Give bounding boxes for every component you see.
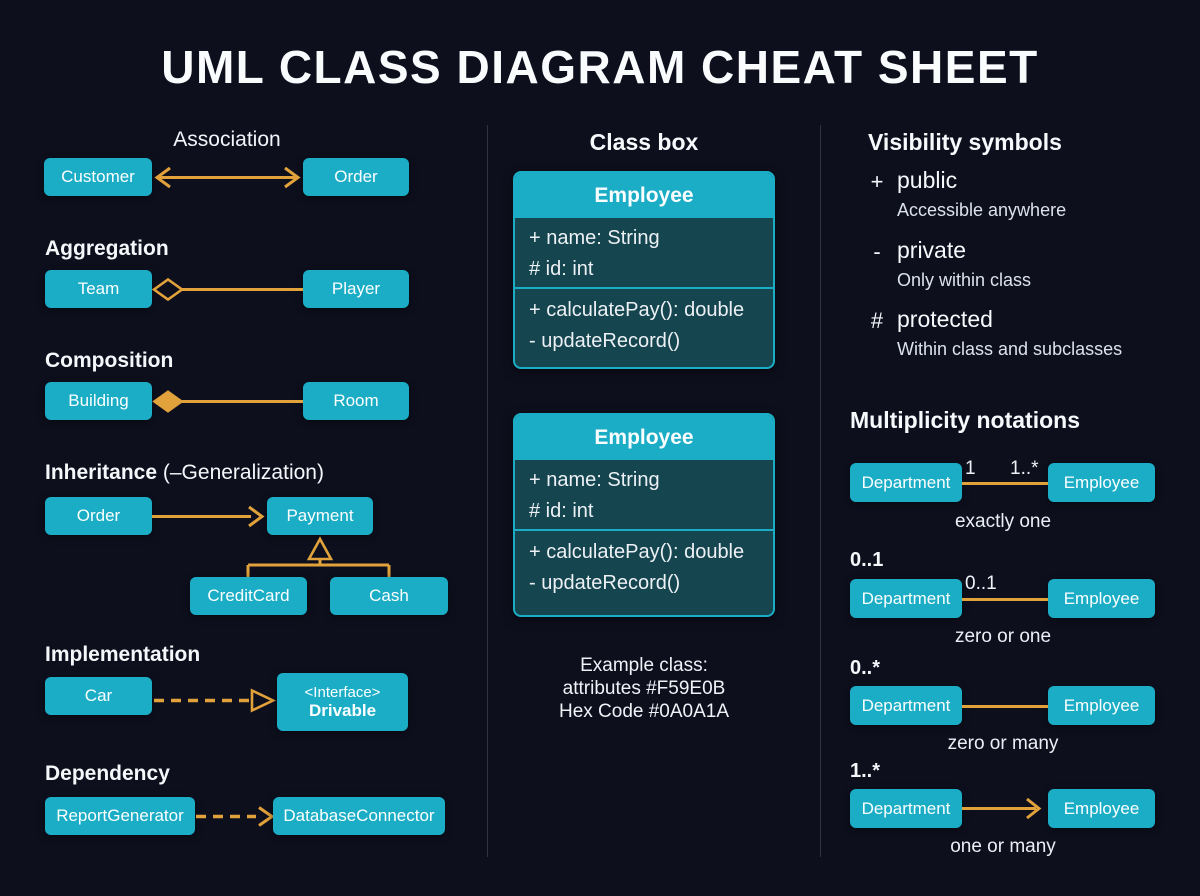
class-node-car: Car xyxy=(45,677,152,715)
multiplicity-caption: zero or one xyxy=(954,626,1052,647)
attribute-line: + name: String xyxy=(529,469,660,491)
multiplicity-node-employee: Employee xyxy=(1048,789,1155,828)
class-node-order-2: Order xyxy=(45,497,152,535)
multiplicity-line-label-near: 1 xyxy=(965,458,976,479)
class-node-cash: Cash xyxy=(330,577,448,615)
class-node-customer: Customer xyxy=(44,158,152,196)
implementation-dashed-arrow xyxy=(154,688,277,713)
class-box-heading: Class box xyxy=(589,129,699,155)
attribute-line: # id: int xyxy=(529,258,594,280)
note-line: attributes #F59E0B xyxy=(562,678,726,699)
composition-heading: Composition xyxy=(45,349,174,372)
page-title: UML CLASS DIAGRAM CHEAT SHEET xyxy=(161,41,1039,93)
arrowhead-icon xyxy=(258,806,275,827)
multiplicity-line-label-far: 1..* xyxy=(1010,458,1039,479)
filled-diamond-icon xyxy=(152,390,184,413)
visibility-description-private: Only within class xyxy=(897,270,1032,290)
class-name-header: Employee xyxy=(515,173,773,218)
column-divider-left xyxy=(487,125,488,857)
multiplicity-line xyxy=(962,705,1048,708)
multiplicity-node-department: Department xyxy=(850,579,962,618)
class-node-reportgenerator: ReportGenerator xyxy=(45,797,195,835)
visibility-term-protected: protected xyxy=(897,306,993,332)
class-attributes-section: + name: String # id: int xyxy=(515,218,773,287)
interface-node-drivable: <Interface> Drivable xyxy=(277,673,408,731)
interface-stereotype: <Interface> xyxy=(304,683,381,701)
multiplicity-notation-label: 0..* xyxy=(850,657,881,679)
visibility-symbol-private: - xyxy=(873,239,881,264)
visibility-description-public: Accessible anywhere xyxy=(897,200,1067,220)
class-node-building: Building xyxy=(45,382,152,420)
hollow-diamond-icon xyxy=(151,277,185,302)
arrowhead-icon xyxy=(248,505,265,528)
class-methods-section: + calculatePay(): double - updateRecord(… xyxy=(515,287,773,367)
multiplicity-line-label-near: 0..1 xyxy=(965,573,997,594)
multiplicity-node-department: Department xyxy=(850,686,962,725)
class-box-example-2: Employee + name: String # id: int + calc… xyxy=(513,413,775,617)
dependency-heading: Dependency xyxy=(45,762,170,785)
interface-name: Drivable xyxy=(308,700,377,720)
multiplicity-node-employee: Employee xyxy=(1048,686,1155,725)
dependency-dashed-arrow xyxy=(196,806,275,827)
visibility-heading: Visibility symbols xyxy=(868,129,1062,155)
multiplicity-notation-label: 1..* xyxy=(850,760,881,782)
multiplicity-node-employee: Employee xyxy=(1048,579,1155,618)
column-divider-right xyxy=(820,125,821,857)
class-node-payment: Payment xyxy=(267,497,373,535)
inheritance-heading-bold: Inheritance xyxy=(45,461,158,484)
class-name-header: Employee xyxy=(515,415,773,460)
multiplicity-arrow xyxy=(962,797,1042,820)
association-double-arrow xyxy=(154,166,301,189)
visibility-description-protected: Within class and subclasses xyxy=(897,339,1123,359)
class-node-databaseconnector: DatabaseConnector xyxy=(273,797,445,835)
attribute-line: + name: String xyxy=(529,227,660,249)
multiplicity-node-department: Department xyxy=(850,463,962,502)
example-note: Example class: attributes #F59E0B Hex Co… xyxy=(513,654,775,723)
multiplicity-line xyxy=(962,598,1048,601)
class-methods-section: + calculatePay(): double - updateRecord(… xyxy=(515,529,773,615)
aggregation-heading: Aggregation xyxy=(45,237,169,260)
class-node-player: Player xyxy=(303,270,409,308)
visibility-term-private: private xyxy=(897,237,967,263)
class-node-creditcard: CreditCard xyxy=(190,577,307,615)
multiplicity-notation-label: 0..1 xyxy=(850,549,884,571)
hollow-triangle-right-icon xyxy=(250,688,277,713)
class-attributes-section: + name: String # id: int xyxy=(515,460,773,529)
method-line: + calculatePay(): double xyxy=(529,299,745,321)
multiplicity-caption: exactly one xyxy=(954,511,1052,532)
method-line: - updateRecord() xyxy=(529,330,681,352)
hollow-triangle-icon xyxy=(306,536,334,561)
inheritance-heading: Inheritance (–Generalization) xyxy=(45,461,324,485)
inheritance-arrow xyxy=(152,505,265,528)
visibility-symbol-public: + xyxy=(870,169,884,194)
composition-connector xyxy=(152,390,303,413)
arrowhead-icon xyxy=(1026,797,1042,820)
visibility-term-public: public xyxy=(897,167,958,193)
class-box-example-1: Employee + name: String # id: int + calc… xyxy=(513,171,775,369)
arrowhead-right-icon xyxy=(284,166,301,189)
aggregation-connector xyxy=(151,277,303,302)
generalization-tree-connector xyxy=(246,536,391,578)
class-node-order: Order xyxy=(303,158,409,196)
method-line: - updateRecord() xyxy=(529,572,681,594)
class-node-room: Room xyxy=(303,382,409,420)
note-line: Hex Code #0A0A1A xyxy=(558,701,730,722)
attribute-line: # id: int xyxy=(529,500,594,522)
method-line: + calculatePay(): double xyxy=(529,541,745,563)
multiplicity-node-department: Department xyxy=(850,789,962,828)
arrowhead-left-icon xyxy=(154,166,171,189)
multiplicity-heading: Multiplicity notations xyxy=(850,407,1080,433)
implementation-heading: Implementation xyxy=(45,643,201,666)
class-node-team: Team xyxy=(45,270,152,308)
note-line: Example class: xyxy=(580,655,708,676)
multiplicity-line xyxy=(962,482,1048,485)
association-heading: Association xyxy=(173,128,281,151)
multiplicity-caption: zero or many xyxy=(947,733,1059,754)
multiplicity-caption: one or many xyxy=(950,836,1056,857)
visibility-symbol-protected: # xyxy=(870,308,884,333)
multiplicity-node-employee: Employee xyxy=(1048,463,1155,502)
inheritance-heading-rest: (–Generalization) xyxy=(157,461,324,484)
